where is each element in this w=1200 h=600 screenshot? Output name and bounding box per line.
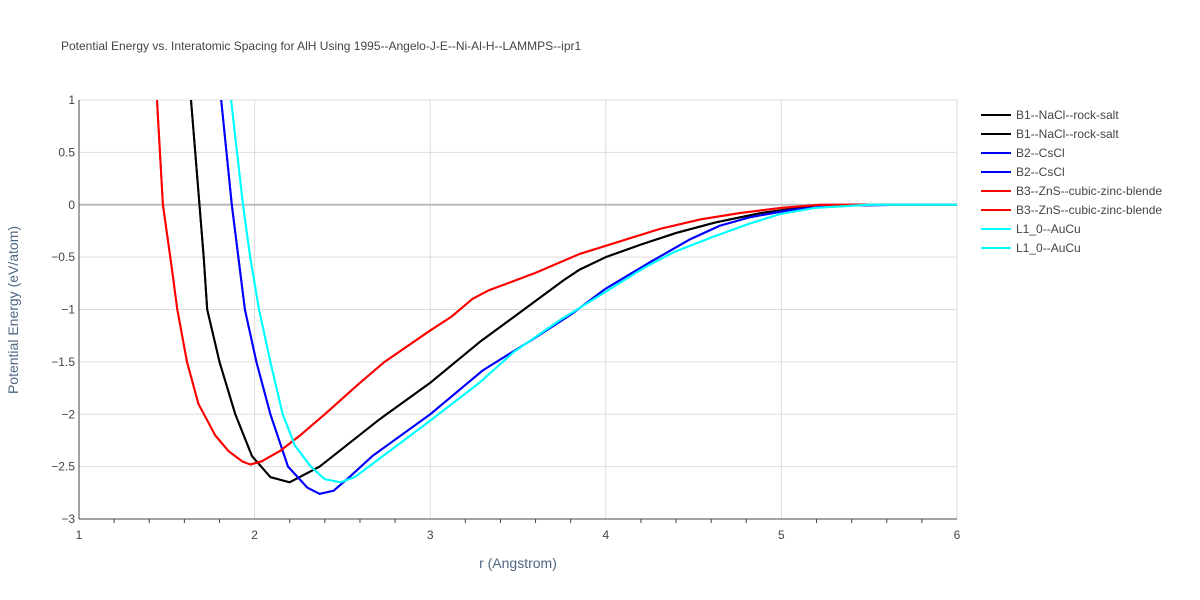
series-line-1: [190, 100, 957, 484]
y-tick-label: 0.5: [58, 145, 75, 159]
chart-title: Potential Energy vs. Interatomic Spacing…: [61, 39, 582, 53]
series-line-3: [220, 100, 957, 495]
y-tick-label: −1: [61, 303, 75, 317]
y-tick-label: −2: [61, 407, 75, 421]
legend-entry: B3--ZnS--cubic-zinc-blende: [1016, 184, 1162, 198]
x-tick-label: 2: [251, 528, 258, 542]
x-tick-label: 5: [778, 528, 785, 542]
legend-entry: L1_0--AuCu: [1016, 222, 1081, 236]
x-axis-label: r (Angstrom): [479, 555, 557, 571]
legend-entry: L1_0--AuCu: [1016, 241, 1081, 255]
legend-entry: B3--ZnS--cubic-zinc-blende: [1016, 203, 1162, 217]
series-line-6: [230, 100, 957, 484]
y-tick-label: −3: [61, 512, 75, 526]
y-axis-label: Potential Energy (eV/atom): [5, 226, 21, 394]
y-tick-label: −1.5: [51, 355, 75, 369]
legend-entry: B1--NaCl--rock-salt: [1016, 127, 1119, 141]
legend-entry: B1--NaCl--rock-salt: [1016, 108, 1119, 122]
legend-entry: B2--CsCl: [1016, 165, 1065, 179]
y-tick-label: −2.5: [51, 460, 75, 474]
series-line-4: [156, 100, 957, 466]
x-tick-label: 4: [602, 528, 609, 542]
x-tick-label: 1: [76, 528, 83, 542]
x-tick-label: 3: [427, 528, 434, 542]
y-tick-label: −0.5: [51, 250, 75, 264]
x-tick-label: 6: [954, 528, 961, 542]
series-line-7: [230, 100, 957, 484]
series-line-5: [156, 100, 957, 466]
series-line-0: [190, 100, 957, 484]
y-tick-label: 0: [68, 198, 75, 212]
legend-entry: B2--CsCl: [1016, 146, 1065, 160]
y-tick-label: 1: [68, 93, 75, 107]
series-line-2: [220, 100, 957, 495]
